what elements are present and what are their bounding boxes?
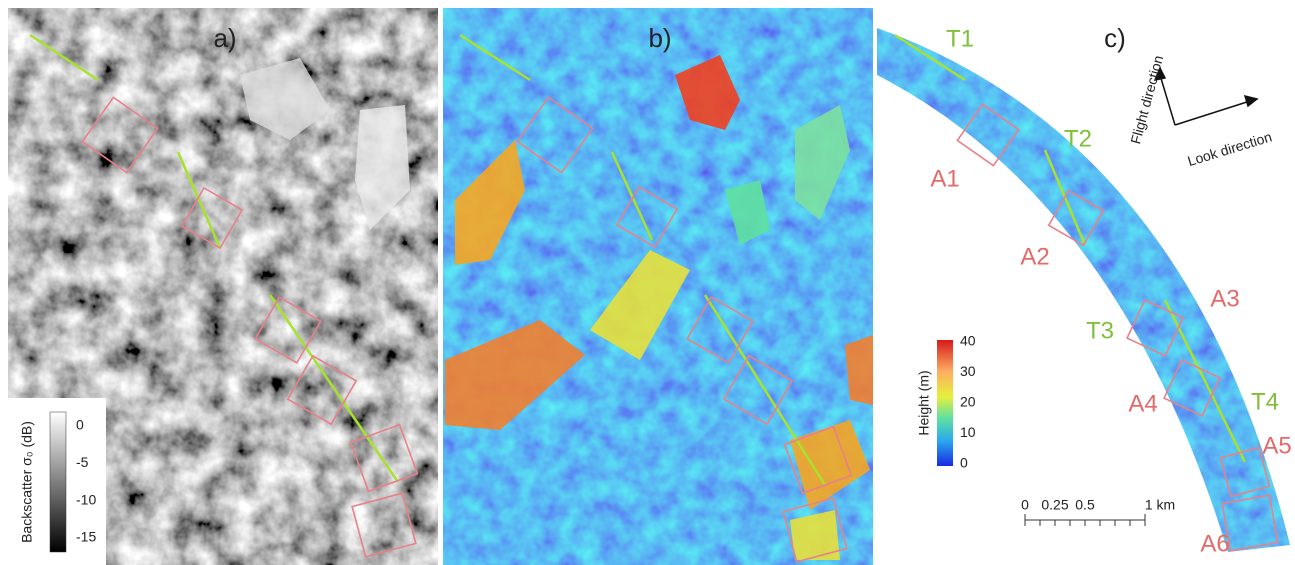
area-label: A4 xyxy=(1128,390,1157,417)
scale-label: 0 xyxy=(1021,497,1029,513)
colorbar-tick: 20 xyxy=(960,394,976,410)
area-label: A2 xyxy=(1020,243,1049,270)
area-label: A3 xyxy=(1210,285,1239,312)
panel-label: c) xyxy=(1104,23,1126,53)
colorbar-title: Backscatter σ₀ (dB) xyxy=(19,421,35,543)
transect-label: T3 xyxy=(1086,317,1114,344)
scale-label: 0.5 xyxy=(1075,497,1095,513)
colorbar-tick: 0 xyxy=(76,417,84,433)
transect-label: T2 xyxy=(1064,125,1092,152)
colorbar-title: Height (m) xyxy=(916,370,932,435)
area-label: A6 xyxy=(1200,530,1229,557)
colorbar-tick: -5 xyxy=(76,454,89,470)
scale-label: 1 km xyxy=(1145,497,1175,513)
panel-a: a) Backscatter σ₀ (dB) 0 -5 -10 -15 xyxy=(8,8,438,565)
area-label: A1 xyxy=(930,165,959,192)
panel-b: b) xyxy=(443,8,873,565)
colorbar-tick: 40 xyxy=(960,333,976,349)
colorbar-tick: -15 xyxy=(76,529,96,545)
colorbar-tick: -10 xyxy=(76,491,96,507)
area-label: A5 xyxy=(1262,432,1291,459)
colorbar-tick: 10 xyxy=(960,424,976,440)
panel-label: b) xyxy=(648,23,671,53)
colorbar-tick: 30 xyxy=(960,363,976,379)
transect-label: T4 xyxy=(1251,388,1279,415)
scale-label: 0.25 xyxy=(1041,497,1068,513)
transect-label: T1 xyxy=(946,25,974,52)
colorbar-tick: 0 xyxy=(960,455,968,471)
panel-label: a) xyxy=(213,23,236,53)
